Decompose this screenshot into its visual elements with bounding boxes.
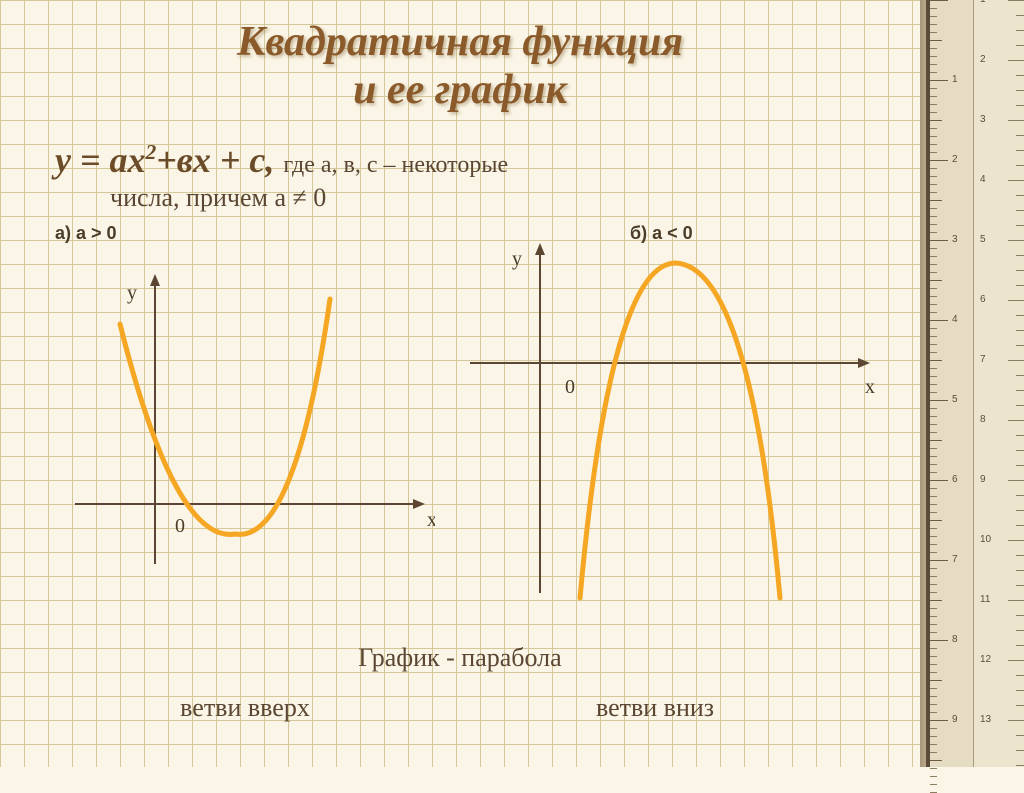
chart-b-label: б) a < 0: [630, 223, 693, 244]
page-title: Квадратичная функция и ее график: [0, 18, 920, 115]
formula-line: y = ax2+вx + с, где а, в, с – некоторые: [0, 139, 920, 181]
branches-row: ветви вверх ветви вниз: [0, 693, 920, 723]
chart-a-label: а) a > 0: [55, 223, 435, 244]
formula-sup: 2: [146, 140, 157, 164]
branches-down: ветви вниз: [450, 693, 920, 723]
formula-term1: ax: [110, 140, 146, 180]
svg-text:0: 0: [175, 515, 185, 537]
chart-b-svg: y x 0: [460, 203, 880, 603]
title-line2: и ее график: [353, 67, 567, 113]
formula-term3: +вx + с,: [156, 140, 274, 180]
formula-lhs: y =: [55, 140, 110, 180]
chart-a-svg: y x 0: [55, 244, 435, 574]
ruler-left-strip: 123456789: [930, 0, 974, 767]
chart-b-negative: б) a < 0 y x 0: [460, 203, 880, 603]
ruler-sidebar: 123456789 12345678910111213: [920, 0, 1024, 767]
slide-content: Квадратичная функция и ее график y = ax2…: [0, 0, 920, 767]
branches-up: ветви вверх: [0, 693, 450, 723]
svg-text:y: y: [512, 248, 522, 270]
svg-text:y: y: [127, 282, 137, 304]
title-line1: Квадратичная функция: [237, 19, 683, 65]
caption-parabola: График - парабола: [0, 643, 920, 673]
svg-text:x: x: [865, 376, 875, 398]
charts-area: а) a > 0 y x 0 б) a < 0 y x 0: [0, 223, 920, 643]
formula-tail: где а, в, с – некоторые: [283, 152, 508, 178]
svg-text:0: 0: [565, 376, 575, 398]
ruler-right-strip: 12345678910111213: [974, 0, 1024, 767]
svg-text:x: x: [427, 509, 435, 531]
chart-a-positive: а) a > 0 y x 0: [55, 223, 435, 553]
